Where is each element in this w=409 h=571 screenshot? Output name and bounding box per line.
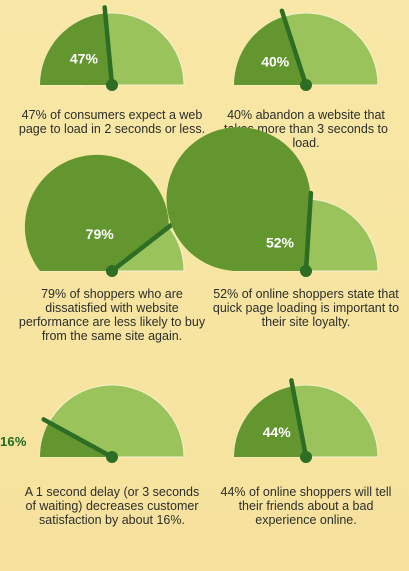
gauge-value: 40% (261, 54, 290, 70)
gauge-2: 40% (233, 8, 379, 91)
gauge-needle (303, 190, 314, 274)
gauge-hub (300, 265, 312, 277)
gauge-value: 44% (263, 424, 292, 440)
gauge-dark-arc (40, 13, 112, 85)
gauge-caption: 79% of shoppers who are dissatisfied wit… (18, 287, 206, 343)
gauge-dark-arc (24, 154, 169, 271)
gauge-needle (41, 417, 115, 460)
gauge-card-6: 44% 44% of online shoppers will tell the… (206, 378, 406, 570)
gauge-card-1: 47% 47% of consumers expect a web page t… (12, 5, 212, 198)
gauge-value: 52% (266, 234, 295, 250)
gauge-3: 79% (24, 154, 185, 277)
gauge-hub (300, 79, 312, 91)
gauge-needle (102, 5, 115, 88)
gauge-hub (106, 265, 118, 277)
gauge-4: 52% (166, 127, 379, 277)
gauge-value: 79% (86, 226, 115, 242)
gauge-needle (279, 8, 309, 88)
gauge-needle (289, 378, 309, 460)
gauge-value: 47% (70, 50, 99, 66)
gauge-caption: 44% of online shoppers will tell their f… (220, 485, 392, 527)
gauge-caption: 47% of consumers expect a web page to lo… (18, 108, 206, 136)
gauge-5: 16% (39, 384, 185, 463)
gauge-card-5: 16% A 1 second delay (or 3 seconds of wa… (12, 380, 212, 570)
gauge-dark-arc (234, 386, 306, 457)
gauge-caption: A 1 second delay (or 3 seconds of waitin… (24, 485, 200, 527)
gauge-dark-arc (166, 127, 311, 271)
gauge-hub (106, 79, 118, 91)
gauge-card-4: 52% 52% of online shoppers state that qu… (166, 127, 406, 384)
gauge-5-outside-value: 16% (0, 434, 27, 449)
gauge-card-3: 79% 79% of shoppers who are dissatisfied… (12, 154, 212, 384)
gauge-hub (106, 451, 118, 463)
gauge-hub (300, 451, 312, 463)
gauge-1: 47% (39, 5, 185, 91)
gauge-caption: 52% of online shoppers state that quick … (212, 287, 400, 329)
gauge-needle (109, 220, 176, 274)
gauge-6: 44% (233, 378, 379, 463)
